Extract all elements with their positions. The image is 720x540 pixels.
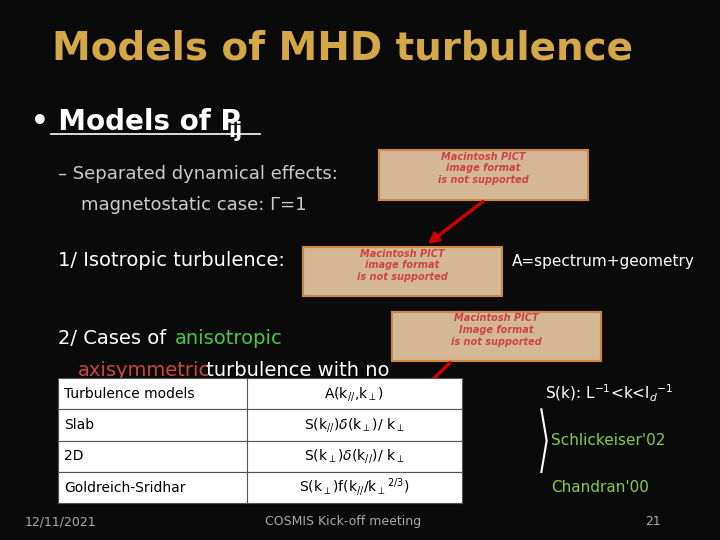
Text: S(k$_{\mathregular{//}}$)$\delta$(k$_\perp$)/ k$_\perp$: S(k$_{\mathregular{//}}$)$\delta$(k$_\pe… — [304, 416, 405, 434]
Text: 2D: 2D — [65, 449, 84, 463]
Text: ij: ij — [229, 121, 243, 141]
Text: Turbulence models: Turbulence models — [65, 387, 195, 401]
FancyBboxPatch shape — [58, 441, 462, 472]
Text: S(k): L$^{-1}$<k<l$_d$$^{-1}$: S(k): L$^{-1}$<k<l$_d$$^{-1}$ — [544, 383, 672, 404]
Text: 2/ Cases of: 2/ Cases of — [58, 329, 172, 348]
Text: A(k$_{\mathregular{//}}$,k$_\perp$): A(k$_{\mathregular{//}}$,k$_\perp$) — [325, 384, 384, 403]
Text: • Models of P: • Models of P — [32, 108, 241, 136]
Text: 21: 21 — [645, 515, 660, 528]
Text: helicity: helicity — [58, 390, 128, 409]
Text: Macintosh PICT
image format
is not supported: Macintosh PICT image format is not suppo… — [438, 152, 528, 185]
Text: anisotropic: anisotropic — [175, 329, 283, 348]
FancyBboxPatch shape — [392, 312, 601, 361]
Text: Slab: Slab — [65, 418, 94, 432]
FancyBboxPatch shape — [379, 150, 588, 200]
Text: Macintosh PICT
Image format
is not supported: Macintosh PICT Image format is not suppo… — [451, 313, 542, 347]
Text: magnetostatic case: Γ=1: magnetostatic case: Γ=1 — [81, 196, 307, 214]
Text: axisymmetric: axisymmetric — [78, 361, 210, 380]
Text: S(k$_\perp$)$\delta$(k$_{\mathregular{//}}$)/ k$_\perp$: S(k$_\perp$)$\delta$(k$_{\mathregular{//… — [304, 447, 405, 465]
Text: S(k$_\perp$)f(k$_{\mathregular{//}}$/k$_\perp$$^{2/3}$): S(k$_\perp$)f(k$_{\mathregular{//}}$/k$_… — [299, 477, 410, 498]
FancyBboxPatch shape — [303, 247, 502, 296]
Text: Schlickeiser'02: Schlickeiser'02 — [552, 433, 666, 448]
FancyBboxPatch shape — [58, 378, 462, 409]
Text: Models of MHD turbulence: Models of MHD turbulence — [52, 30, 633, 68]
Text: A=spectrum+geometry: A=spectrum+geometry — [512, 254, 694, 269]
Text: Chandran'00: Chandran'00 — [552, 480, 649, 495]
Text: 12/11/2021: 12/11/2021 — [24, 515, 96, 528]
Text: Macintosh PICT
image format
is not supported: Macintosh PICT image format is not suppo… — [357, 248, 448, 282]
Text: – Separated dynamical effects:: – Separated dynamical effects: — [58, 165, 338, 183]
FancyBboxPatch shape — [58, 409, 462, 441]
Text: COSMIS Kick-off meeting: COSMIS Kick-off meeting — [265, 515, 420, 528]
Text: 1/ Isotropic turbulence:: 1/ Isotropic turbulence: — [58, 251, 284, 270]
FancyBboxPatch shape — [58, 472, 462, 503]
Text: Goldreich-Sridhar: Goldreich-Sridhar — [65, 481, 186, 495]
Text: turbulence with no: turbulence with no — [200, 361, 390, 380]
